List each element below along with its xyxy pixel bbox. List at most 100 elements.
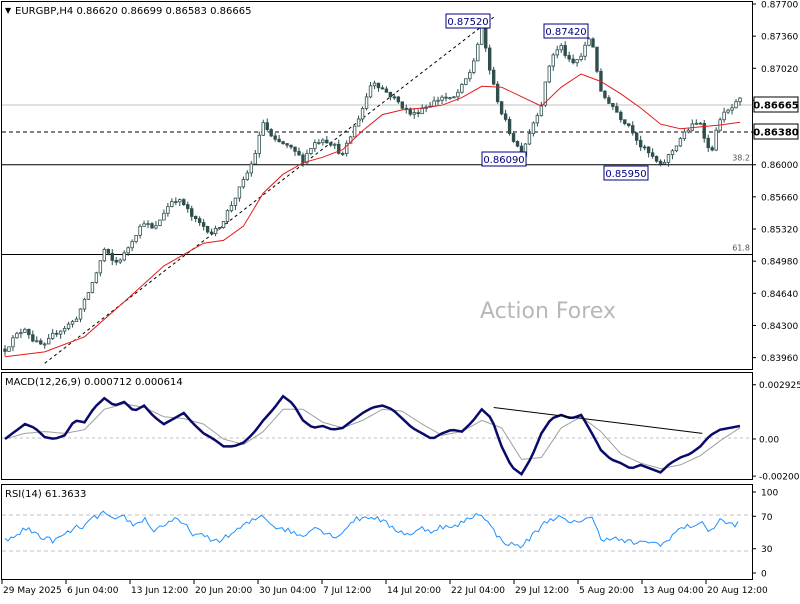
candle-body	[460, 84, 464, 93]
candle-body	[547, 65, 551, 83]
candle-body	[233, 197, 238, 206]
candle-body	[730, 107, 734, 111]
price-annotation: 0.86090	[483, 155, 524, 166]
candle-body	[666, 154, 671, 163]
candle-body	[400, 101, 404, 109]
price-panel-frame	[1, 1, 753, 370]
candle-body	[281, 141, 285, 144]
candle-body	[221, 221, 226, 228]
candle-body	[142, 223, 146, 227]
current-price-label: 0.86665	[753, 101, 799, 112]
fib-level-label: 38.2	[732, 154, 750, 163]
candle-body	[491, 69, 496, 85]
price-annotation-box	[445, 13, 491, 29]
candle-body	[555, 49, 559, 56]
candle-body	[229, 205, 234, 212]
price-annotation-box	[481, 151, 527, 167]
price-tick-label: 0.85660	[761, 193, 798, 203]
candle-body	[174, 201, 178, 203]
candle-body	[154, 225, 158, 229]
candle-body	[722, 111, 726, 121]
candle-body	[650, 152, 655, 157]
candle-body	[158, 219, 162, 227]
candle-body	[241, 179, 246, 188]
candle-body	[190, 208, 194, 217]
candle-body	[194, 216, 198, 220]
candle-body	[488, 47, 492, 71]
candle-body	[178, 199, 182, 203]
candle-body	[62, 328, 67, 332]
candle-body	[237, 186, 242, 199]
price-tick-label: 0.87020	[761, 65, 798, 75]
candle-body	[245, 172, 250, 181]
candle-body	[531, 122, 536, 134]
fib-levels: 38.2 61.8	[2, 154, 752, 256]
price-annotation: 0.85950	[605, 169, 646, 180]
chart-menu-icon[interactable]: ▼	[5, 6, 12, 15]
candle-body	[130, 241, 134, 249]
candle-body	[384, 88, 389, 93]
candle-body	[333, 143, 337, 146]
candle-body	[297, 150, 301, 156]
candle-body	[416, 112, 420, 115]
candle-body	[710, 147, 714, 151]
candle-body	[186, 204, 190, 210]
candle-body	[635, 132, 639, 141]
candle-body	[337, 143, 341, 154]
candle-body	[603, 90, 607, 99]
candle-body	[535, 115, 540, 124]
candle-body	[309, 147, 313, 154]
candle-body	[138, 225, 142, 236]
watermark: Action Forex	[480, 299, 616, 324]
rsi-tick-label: 30	[761, 545, 773, 555]
price-tick-label: 0.84640	[761, 290, 798, 300]
candle-body	[444, 96, 448, 99]
candle-body	[527, 133, 532, 145]
candle-body	[678, 138, 683, 147]
price-axis: 0.877000.873600.870200.866800.863400.860…	[752, 1, 798, 364]
candle-body	[257, 134, 261, 154]
candle-body	[440, 96, 444, 101]
time-tick-label: 22 Jul 04:00	[451, 586, 505, 596]
candle-body	[472, 60, 476, 73]
candle-body	[54, 332, 59, 335]
candle-body	[23, 328, 27, 333]
fib-level-label: 61.8	[732, 244, 750, 253]
macd-axis: 0.002925 0.00 -0.002002	[752, 381, 800, 483]
candle-body	[662, 161, 667, 165]
candle-body	[563, 45, 567, 56]
time-axis: 29 May 2025 6 Jun 04:00 13 Jun 12:00 20 Jun…	[1, 580, 768, 596]
rsi-axis: 100 70 30 0	[752, 489, 778, 580]
price-annotation: 0.87420	[545, 27, 586, 38]
candle-body	[468, 72, 472, 80]
candle-body	[98, 260, 103, 274]
candle-body	[448, 97, 452, 99]
candle-body	[47, 338, 51, 345]
candle-body	[658, 160, 663, 165]
candle-body	[301, 154, 305, 164]
candle-body	[631, 125, 635, 134]
candles	[3, 22, 742, 356]
price-tick-label: 0.86000	[761, 161, 798, 171]
macd-tick-label: -0.002002	[759, 473, 800, 483]
candle-body	[360, 108, 365, 120]
price-tick-label: 0.85320	[761, 226, 798, 236]
candle-body	[162, 212, 166, 221]
candle-body	[305, 153, 309, 164]
candle-body	[726, 109, 730, 113]
time-tick-label: 13 Jun 12:00	[131, 586, 188, 596]
candle-body	[503, 113, 508, 120]
candle-body	[392, 96, 397, 99]
candle-body	[539, 104, 544, 116]
candle-body	[78, 308, 83, 320]
macd-line	[4, 394, 741, 477]
candle-body	[587, 38, 591, 46]
candle-body	[31, 334, 35, 342]
candle-body	[197, 218, 202, 223]
candle-body	[213, 228, 218, 234]
candle-body	[591, 38, 595, 48]
time-tick-label: 5 Aug 20:00	[579, 586, 634, 596]
candle-body	[114, 259, 118, 263]
candle-body	[348, 136, 353, 144]
candle-body	[170, 201, 174, 208]
